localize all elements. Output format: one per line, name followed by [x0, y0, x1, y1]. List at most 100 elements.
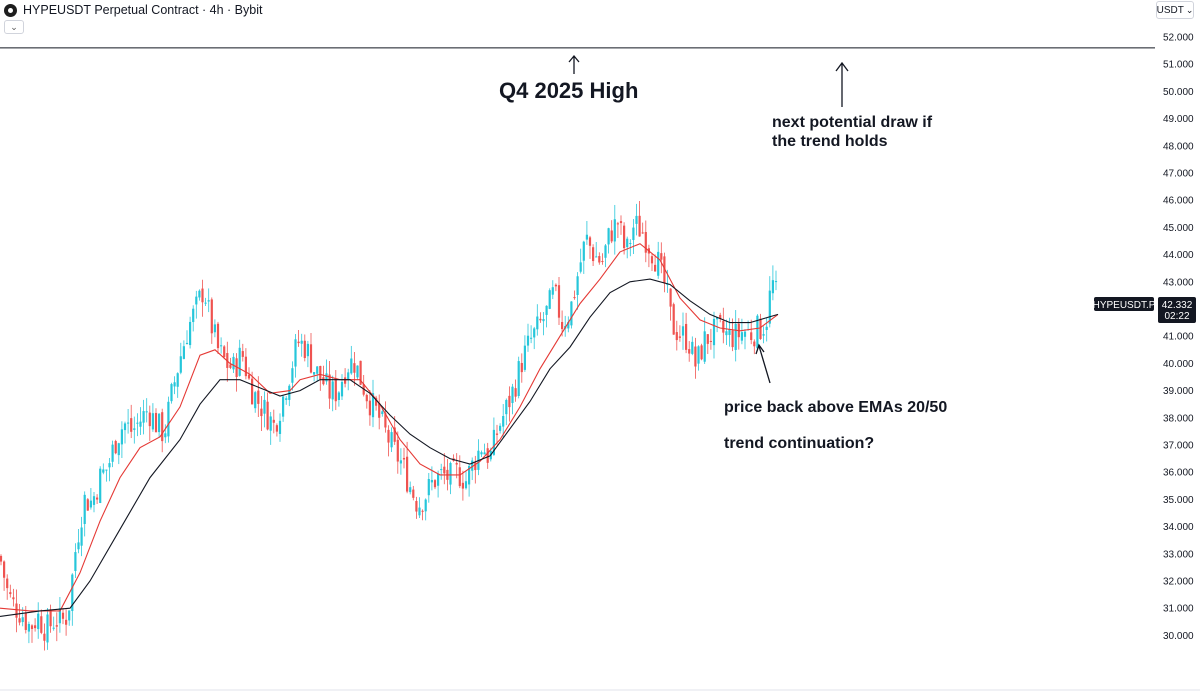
last-price-value: 42.332 [1162, 300, 1193, 311]
candle-down [750, 332, 753, 341]
candle-up [635, 215, 638, 224]
candle-down [688, 349, 691, 354]
candle-down [669, 288, 672, 307]
y-tick-label: 34.000 [1163, 522, 1194, 533]
candle-up [427, 479, 430, 496]
candle-up [666, 284, 669, 286]
candle-down [257, 390, 260, 404]
candle-up [728, 329, 731, 335]
candle-down [678, 336, 681, 338]
candle-up [492, 429, 495, 455]
arrow-up-next-draw [835, 61, 849, 107]
candle-down [753, 341, 756, 347]
candle-up [371, 393, 375, 418]
candle-up [340, 381, 344, 397]
candle-up [626, 238, 629, 248]
candle-down [375, 397, 378, 406]
candle-down [759, 318, 762, 339]
candle-down [610, 230, 613, 242]
candle-up [765, 326, 768, 330]
candle-down [660, 253, 663, 260]
candle-up [52, 627, 55, 629]
candle-up [511, 386, 514, 404]
y-tick-label: 46.000 [1163, 196, 1194, 207]
candle-up [548, 290, 551, 309]
candle-up [629, 243, 632, 245]
candle-down [12, 597, 15, 600]
candle-up [294, 339, 297, 367]
candle-down [65, 619, 68, 625]
candle-up [691, 341, 694, 354]
last-price-tag [1158, 297, 1196, 323]
candle-down [474, 462, 477, 471]
candle-up [207, 300, 210, 302]
candle-down [9, 592, 12, 595]
candle-up [120, 429, 123, 445]
y-tick-label: 40.000 [1163, 359, 1194, 370]
candle-down [266, 401, 269, 430]
candle-up [740, 332, 743, 341]
candle-up [71, 574, 74, 611]
y-tick-label: 32.000 [1163, 577, 1194, 588]
candle-up [232, 356, 235, 370]
bar-countdown: 02:22 [1164, 311, 1189, 322]
candle-up [238, 347, 241, 376]
trend-annotation: trend continuation? [724, 435, 875, 452]
candle-up [697, 346, 700, 364]
candle-down [30, 625, 34, 629]
collapse-legend-button[interactable]: ⌄ [4, 20, 24, 34]
candle-down [623, 225, 626, 249]
y-tick-label: 44.000 [1163, 250, 1194, 261]
candle-up [285, 398, 288, 400]
annotation-arrows [568, 54, 849, 384]
candle-up [111, 444, 114, 462]
candle-up [74, 552, 77, 571]
candles-layer [0, 201, 778, 651]
candle-up [771, 280, 774, 294]
candle-down [61, 612, 65, 619]
currency-select[interactable]: USDT ⌄ [1156, 1, 1194, 19]
candle-up [123, 423, 127, 431]
candle-down [722, 320, 725, 333]
candle-up [77, 542, 80, 550]
candle-down [719, 314, 722, 319]
candle-down [114, 441, 117, 454]
candle-down [619, 221, 623, 224]
candle-up [347, 372, 350, 380]
candle-up [164, 433, 167, 438]
candle-up [576, 276, 579, 295]
candle-up [136, 422, 139, 424]
candle-down [616, 223, 619, 225]
candle-down [650, 256, 654, 264]
candle-up [37, 613, 40, 630]
candle-up [471, 460, 474, 471]
candle-up [158, 413, 161, 433]
candle-down [378, 403, 381, 418]
candle-up [179, 356, 182, 373]
candle-down [0, 555, 3, 562]
candle-down [685, 323, 688, 350]
candle-up [316, 366, 319, 374]
candle-down [272, 419, 275, 423]
candle-up [220, 345, 223, 347]
candle-up [350, 358, 353, 374]
candle-up [582, 241, 585, 261]
candle-up [613, 219, 616, 242]
candle-up [325, 373, 328, 382]
chart-header: HYPEUSDT Perpetual Contract · 4h · Bybit [4, 2, 262, 18]
candle-up [743, 331, 747, 337]
candle-up [774, 281, 778, 283]
candle-up [313, 372, 316, 375]
candle-down [672, 304, 675, 335]
candle-down [520, 362, 523, 373]
candle-down [588, 237, 592, 246]
candle-up [418, 507, 421, 516]
candle-up [300, 340, 303, 344]
candle-up [567, 321, 570, 329]
symbol-tag-label: HYPEUSDT.P [1093, 300, 1156, 311]
candle-up [337, 392, 340, 400]
candle-down [344, 377, 347, 384]
candle-down [24, 612, 27, 630]
candle-up [151, 413, 154, 430]
